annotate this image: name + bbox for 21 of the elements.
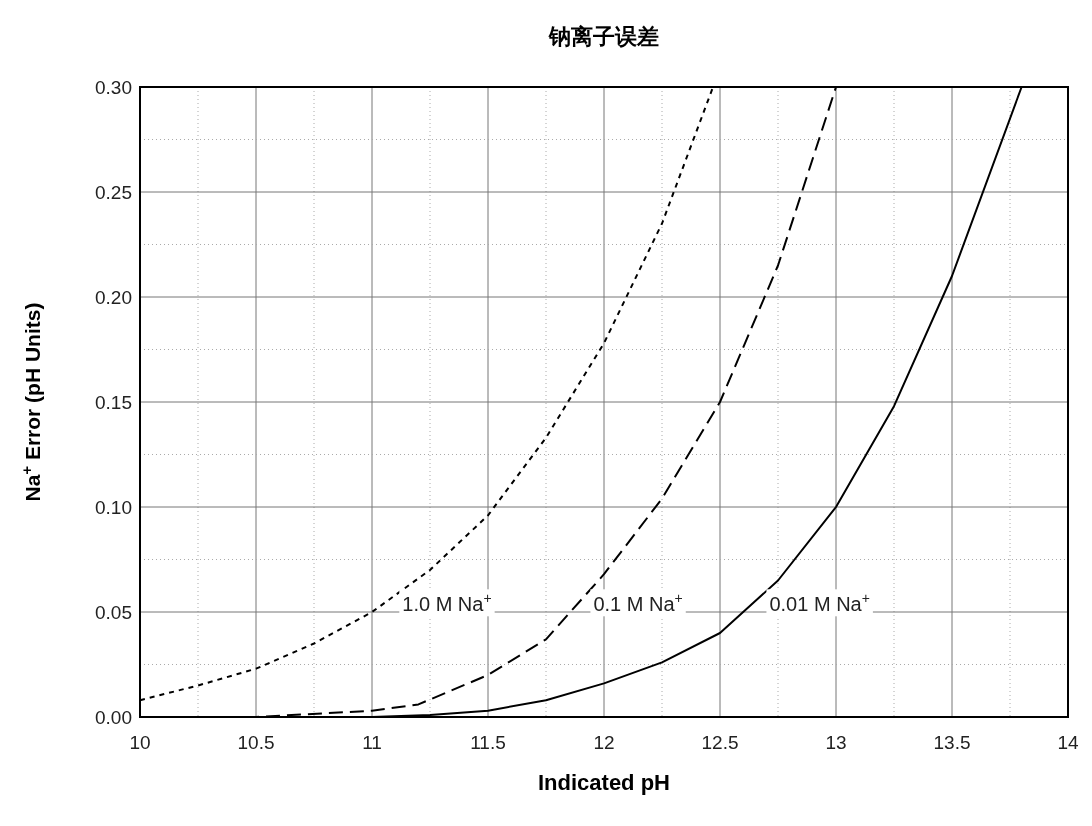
series-label: 0.1 M Na$^{+}$ [593,590,683,616]
x-tick-label: 12.5 [701,732,739,753]
series-label: 0.01 M Na$^{+}$ [769,590,870,616]
x-tick-label: 11.5 [470,732,506,753]
y-tick-label: 0.30 [95,77,132,98]
series-label: 1.0 M Na$^{+}$ [402,590,492,616]
x-tick-label: 11 [362,732,382,753]
x-tick-label: 10.5 [237,732,275,753]
y-tick-label: 0.05 [95,602,132,623]
y-tick-label: 0.25 [95,182,132,203]
y-tick-label: 0.00 [95,707,132,728]
y-tick-label: 0.15 [95,392,132,413]
y-tick-label: 0.20 [95,287,132,308]
x-tick-label: 13 [825,732,847,753]
chart-title: 钠离子误差 [548,24,659,49]
x-tick-label: 12 [593,732,615,753]
x-tick-label: 14 [1057,732,1079,753]
y-tick-label: 0.10 [95,497,132,518]
x-tick-label: 13.5 [933,732,971,753]
x-tick-label: 10 [129,732,151,753]
x-axis-title: Indicated pH [537,770,671,795]
